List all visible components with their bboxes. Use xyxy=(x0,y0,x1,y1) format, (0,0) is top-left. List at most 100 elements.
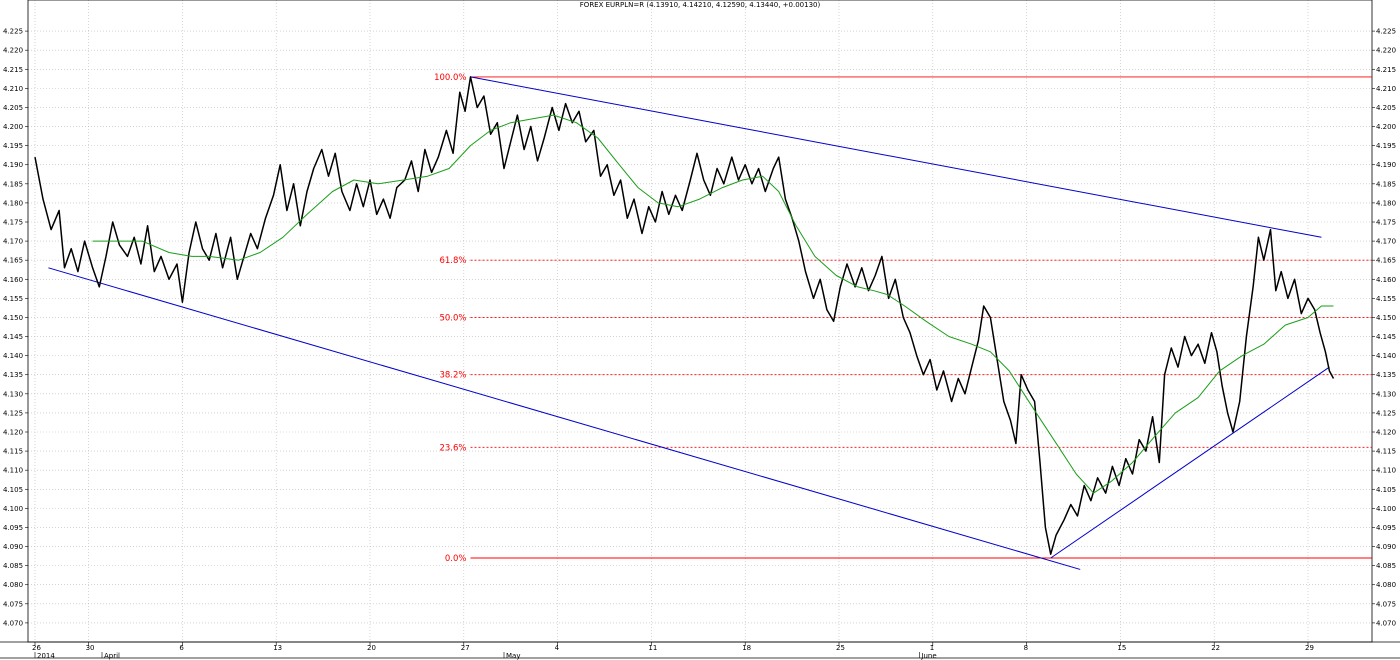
y-tick-label-left: 4.215 xyxy=(3,66,23,74)
y-axis-left: 4.070 4.075 4.080 4.085 4.090 4.095 4.100 4.105… xyxy=(3,28,28,627)
y-tick-label-left: 4.110 xyxy=(3,467,23,475)
fibonacci-levels: 100.0% 61.8% 50.0% 38.2% 23.6% 0.0% xyxy=(434,73,1372,564)
y-tick-label-right: 4.075 xyxy=(1376,600,1396,608)
y-tick-label-right: 4.150 xyxy=(1376,314,1396,322)
y-tick-label-right: 4.210 xyxy=(1376,85,1396,93)
trendline xyxy=(470,76,1322,238)
y-tick-label-right: 4.135 xyxy=(1376,371,1396,379)
y-tick-label-right: 4.130 xyxy=(1376,390,1396,398)
chart-title: FOREX EURPLN=R (4.13910, 4.14210, 4.1259… xyxy=(580,1,821,9)
x-tick-label: 20 xyxy=(367,644,376,652)
y-tick-label-right: 4.220 xyxy=(1376,47,1396,55)
y-tick-label-right: 4.140 xyxy=(1376,352,1396,360)
y-tick-label-left: 4.195 xyxy=(3,142,23,150)
y-tick-label-right: 4.165 xyxy=(1376,257,1396,265)
fib-level-label: 61.8% xyxy=(439,256,466,266)
y-tick-label-left: 4.115 xyxy=(3,448,23,456)
y-tick-label-left: 4.165 xyxy=(3,257,23,265)
x-tick-label: 25 xyxy=(836,644,845,652)
fib-level-label: 23.6% xyxy=(439,443,466,453)
y-tick-label-left: 4.145 xyxy=(3,333,23,341)
x-period-label: June xyxy=(920,652,936,660)
y-tick-label-left: 4.210 xyxy=(3,85,23,93)
y-tick-label-left: 4.180 xyxy=(3,199,23,207)
y-tick-label-left: 4.080 xyxy=(3,581,23,589)
y-tick-label-right: 4.090 xyxy=(1376,543,1396,551)
y-tick-label-right: 4.095 xyxy=(1376,524,1396,532)
y-tick-label-right: 4.200 xyxy=(1376,123,1396,131)
y-tick-label-right: 4.080 xyxy=(1376,581,1396,589)
x-tick-label: 26 xyxy=(32,644,41,652)
y-tick-label-left: 4.100 xyxy=(3,505,23,513)
y-tick-label-right: 4.225 xyxy=(1376,28,1396,36)
x-period-label: 2014 xyxy=(37,652,55,660)
y-tick-label-left: 4.160 xyxy=(3,276,23,284)
y-tick-label-right: 4.145 xyxy=(1376,333,1396,341)
y-tick-label-left: 4.105 xyxy=(3,486,23,494)
y-tick-label-right: 4.100 xyxy=(1376,505,1396,513)
x-period-label: April xyxy=(104,652,120,660)
x-tick-label: 15 xyxy=(1117,644,1126,652)
x-tick-label: 18 xyxy=(742,644,751,652)
moving-average-line xyxy=(92,114,1334,494)
fib-level-label: 0.0% xyxy=(445,554,467,564)
y-tick-label-left: 4.140 xyxy=(3,352,23,360)
x-tick-label: 4 xyxy=(555,644,560,652)
y-tick-label-left: 4.155 xyxy=(3,295,23,303)
y-axis-right: 4.070 4.075 4.080 4.085 4.090 4.095 4.100 4.105… xyxy=(1372,28,1396,627)
trendline xyxy=(1050,366,1330,559)
y-tick-label-right: 4.195 xyxy=(1376,142,1396,150)
y-tick-label-right: 4.160 xyxy=(1376,276,1396,284)
y-tick-label-left: 4.175 xyxy=(3,219,23,227)
y-tick-label-right: 4.215 xyxy=(1376,66,1396,74)
y-tick-label-left: 4.220 xyxy=(3,47,23,55)
y-tick-label-right: 4.125 xyxy=(1376,409,1396,417)
y-tick-label-right: 4.185 xyxy=(1376,180,1396,188)
y-tick-label-right: 4.110 xyxy=(1376,467,1396,475)
y-tick-label-right: 4.155 xyxy=(1376,295,1396,303)
y-tick-label-left: 4.090 xyxy=(3,543,23,551)
x-tick-label: 27 xyxy=(461,644,470,652)
fib-level-label: 100.0% xyxy=(434,73,466,83)
trendlines xyxy=(48,76,1330,570)
x-tick-label: 1 xyxy=(930,644,934,652)
price-line xyxy=(34,76,1335,555)
y-tick-label-left: 4.095 xyxy=(3,524,23,532)
y-tick-label-left: 4.170 xyxy=(3,238,23,246)
y-tick-label-left: 4.075 xyxy=(3,600,23,608)
y-tick-label-right: 4.105 xyxy=(1376,486,1396,494)
y-tick-label-right: 4.205 xyxy=(1376,104,1396,112)
y-tick-label-left: 4.120 xyxy=(3,429,23,437)
x-tick-label: 8 xyxy=(1024,644,1028,652)
y-tick-label-right: 4.115 xyxy=(1376,448,1396,456)
x-period-label: May xyxy=(506,652,520,660)
y-tick-label-right: 4.190 xyxy=(1376,161,1396,169)
series-layer xyxy=(34,76,1335,555)
y-tick-label-left: 4.125 xyxy=(3,409,23,417)
x-tick-label: 13 xyxy=(273,644,282,652)
x-tick-label: 22 xyxy=(1211,644,1220,652)
y-tick-label-left: 4.085 xyxy=(3,562,23,570)
y-tick-label-right: 4.170 xyxy=(1376,238,1396,246)
y-tick-label-right: 4.175 xyxy=(1376,219,1396,227)
y-tick-label-left: 4.190 xyxy=(3,161,23,169)
y-tick-label-left: 4.185 xyxy=(3,180,23,188)
y-tick-label-left: 4.150 xyxy=(3,314,23,322)
fib-level-label: 50.0% xyxy=(439,313,466,323)
trendline xyxy=(48,267,1081,570)
y-tick-label-right: 4.085 xyxy=(1376,562,1396,570)
y-tick-label-left: 4.135 xyxy=(3,371,23,379)
y-tick-label-left: 4.200 xyxy=(3,123,23,131)
fib-level-label: 38.2% xyxy=(439,371,466,381)
x-tick-label: 30 xyxy=(86,644,95,652)
x-tick-label: 29 xyxy=(1305,644,1314,652)
y-tick-label-left: 4.205 xyxy=(3,104,23,112)
x-tick-label: 6 xyxy=(179,644,184,652)
x-tick-label: 11 xyxy=(648,644,657,652)
y-tick-label-left: 4.070 xyxy=(3,619,23,627)
y-tick-label-right: 4.180 xyxy=(1376,199,1396,207)
